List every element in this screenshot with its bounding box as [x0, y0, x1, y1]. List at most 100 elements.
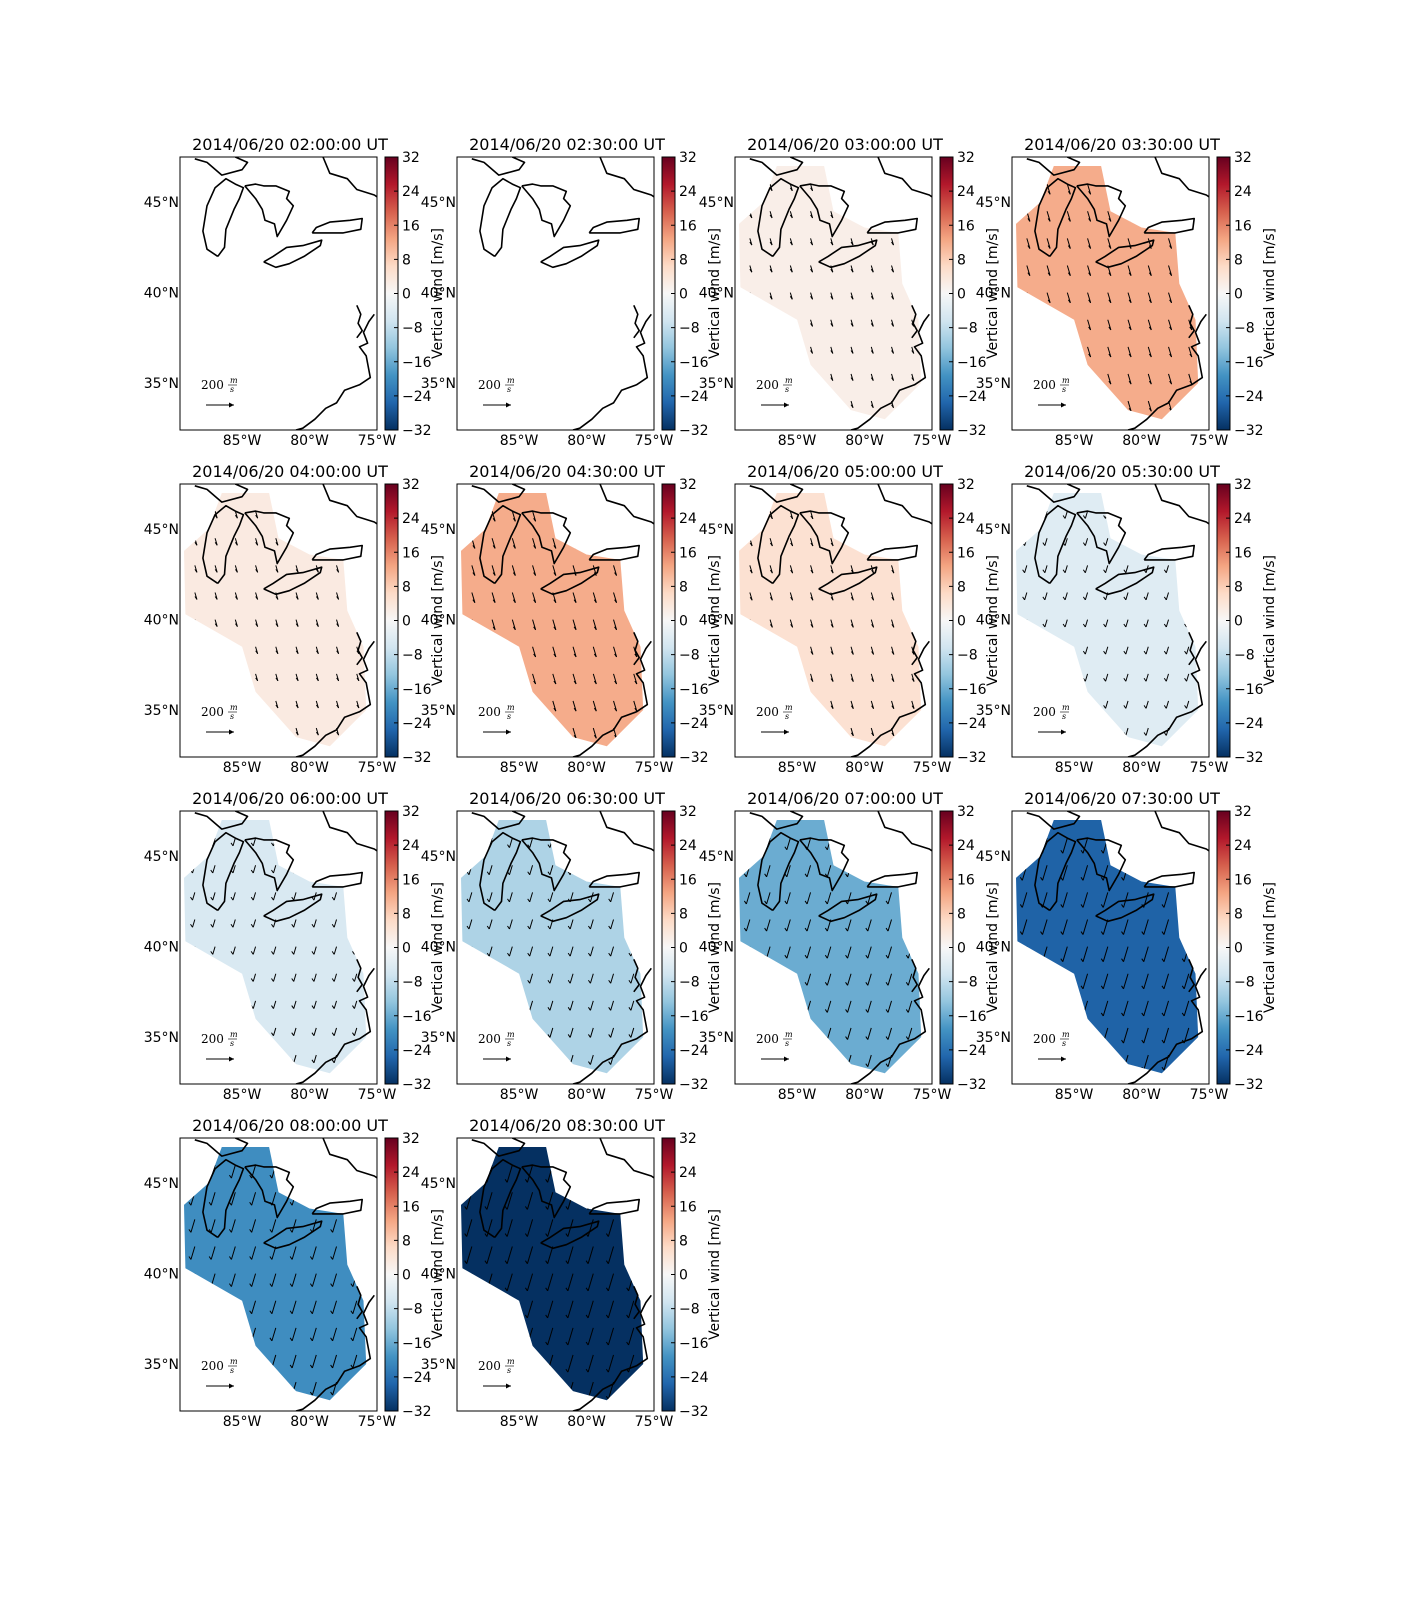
lat-tick-label: 40°N: [976, 613, 1011, 629]
colorbar-tick-label: −8: [1234, 648, 1255, 664]
lon-tick-label: 75°W: [913, 1087, 952, 1103]
colorbar-tick-label: 32: [679, 477, 697, 493]
coastline: [599, 484, 654, 525]
panel-title: 2014/06/20 02:30:00 UT: [469, 135, 665, 154]
coastline: [263, 1220, 323, 1250]
lat-tick-label: 35°N: [699, 703, 734, 719]
colorbar-tick-label: −24: [679, 1043, 709, 1059]
colorbar-tick-label: 16: [957, 872, 975, 888]
quiver-key-unit-den: s: [230, 1039, 234, 1048]
coastline: [356, 304, 364, 339]
lon-tick-label: 80°W: [845, 433, 884, 449]
colorbar-tick-label: 8: [1234, 252, 1243, 268]
colorbar-tick-label: −8: [957, 648, 978, 664]
coastline: [818, 239, 878, 269]
wind-field: [184, 820, 367, 1074]
coastline: [1034, 504, 1077, 585]
coastline: [1143, 871, 1195, 888]
quiver-key-value: 200: [478, 1032, 501, 1046]
coastline: [633, 958, 641, 993]
coastline: [588, 544, 641, 561]
coastline: [572, 1294, 652, 1411]
lat-tick-label: 40°N: [976, 940, 1011, 956]
colorbar-tick-label: 0: [402, 614, 411, 630]
coastline: [311, 1198, 364, 1215]
lon-tick-label: 85°W: [500, 433, 539, 449]
colorbar-tick-label: 8: [402, 1233, 411, 1249]
colorbar-tick-label: −16: [402, 682, 432, 698]
lon-tick-label: 85°W: [500, 1087, 539, 1103]
panel-title: 2014/06/20 02:00:00 UT: [192, 135, 388, 154]
coastline: [540, 1220, 600, 1250]
lon-tick-label: 80°W: [290, 1087, 329, 1103]
quiver-key-unit-num: m: [1062, 703, 1070, 712]
colorbar-label: Vertical wind [m/s]: [1262, 555, 1278, 686]
colorbar-tick-label: −16: [957, 355, 987, 371]
coastline: [818, 893, 878, 923]
colorbar-tick-label: −24: [679, 389, 709, 405]
lat-tick-label: 45°N: [699, 195, 734, 211]
coastline: [194, 1138, 249, 1157]
coastline: [311, 217, 364, 234]
coastline: [322, 484, 377, 525]
coastline: [521, 510, 572, 565]
lat-tick-label: 35°N: [144, 376, 179, 392]
lon-tick-label: 75°W: [635, 1414, 674, 1430]
coastline: [1127, 967, 1207, 1084]
colorbar-tick-label: 32: [957, 804, 975, 820]
lon-tick-label: 80°W: [567, 760, 606, 776]
coastline: [799, 183, 850, 238]
coastline: [850, 640, 930, 757]
lon-tick-label: 80°W: [845, 760, 884, 776]
colorbar-tick-label: −32: [957, 1077, 987, 1093]
colorbar-label: Vertical wind [m/s]: [1262, 882, 1278, 1013]
coastline: [521, 183, 572, 238]
colorbar-tick-label: −32: [402, 423, 432, 439]
colorbar-tick-label: 24: [957, 184, 975, 200]
quiver-key-value: 200: [201, 1359, 224, 1373]
colorbar-tick-label: 16: [402, 1199, 420, 1215]
colorbar-tick-label: −8: [1234, 321, 1255, 337]
colorbar-tick-label: 0: [679, 614, 688, 630]
colorbar-tick-label: 0: [402, 941, 411, 957]
map-frame: [456, 156, 655, 431]
colorbar-tick-label: −24: [402, 1043, 432, 1059]
coastline: [588, 871, 641, 888]
colorbar-tick-label: 0: [402, 287, 411, 303]
coastline: [866, 871, 919, 888]
lat-tick-label: 35°N: [421, 376, 456, 392]
colorbar-label: Vertical wind [m/s]: [707, 228, 723, 359]
lat-tick-label: 35°N: [421, 1357, 456, 1373]
coastline: [244, 1164, 295, 1219]
colorbar-tick-label: 0: [1234, 614, 1243, 630]
lon-tick-label: 80°W: [567, 1087, 606, 1103]
colorbar-tick-label: −24: [957, 389, 987, 405]
lat-tick-label: 40°N: [421, 940, 456, 956]
quiver-key-value: 200: [756, 378, 779, 392]
colorbar-tick-label: −32: [402, 1404, 432, 1420]
quiver-key-unit-den: s: [1062, 1039, 1066, 1048]
coastline: [757, 177, 800, 258]
coastline: [295, 313, 375, 430]
coastline: [194, 157, 249, 176]
panel-title: 2014/06/20 06:30:00 UT: [469, 789, 665, 808]
lat-tick-label: 40°N: [421, 1267, 456, 1283]
colorbar-tick-label: −16: [679, 682, 709, 698]
coastline: [295, 967, 375, 1084]
coastline: [471, 1138, 526, 1157]
quiver-key-value: 200: [1033, 378, 1056, 392]
lon-tick-label: 85°W: [1055, 1087, 1094, 1103]
coastline: [202, 504, 245, 585]
coastline: [588, 217, 641, 234]
coastline: [471, 157, 526, 176]
map-frame: [734, 810, 933, 1085]
colorbar-tick-label: −8: [679, 321, 700, 337]
coastline: [1095, 239, 1155, 269]
colorbar-tick-label: 16: [679, 872, 697, 888]
coastline: [1026, 811, 1081, 830]
map-panel: 2014/06/20 07:00:00 UT 85°W 80°W 75°W 45°N 40…: [699, 789, 1001, 1103]
colorbar-tick-label: 0: [679, 287, 688, 303]
quiver-key-value: 200: [1033, 705, 1056, 719]
colorbar-tick-label: −16: [957, 1009, 987, 1025]
